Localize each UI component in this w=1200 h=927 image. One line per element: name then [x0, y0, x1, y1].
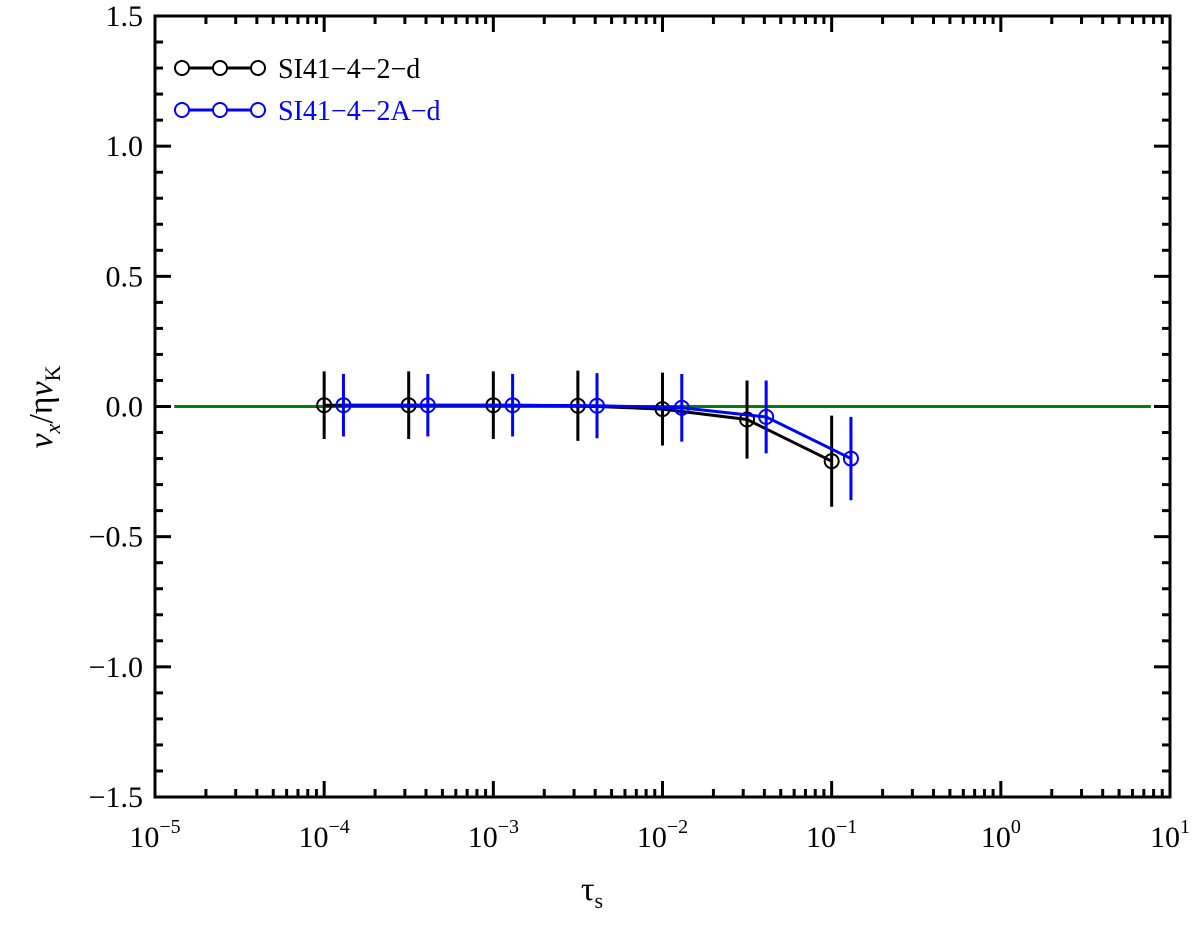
- x-tick-base: 10: [129, 821, 159, 854]
- legend-marker: [174, 102, 190, 118]
- x-tick-label: 10−5: [129, 816, 180, 854]
- legend-marker: [212, 102, 228, 118]
- x-tick-base: 10: [299, 821, 329, 854]
- x-tick-exponent: −3: [498, 816, 519, 838]
- x-tick-exponent: 0: [1011, 816, 1021, 838]
- x-tick-exponent: −5: [159, 816, 180, 838]
- x-tick-exponent: −1: [836, 816, 857, 838]
- x-tick-base: 10: [637, 821, 667, 854]
- x-tick-base: 10: [981, 821, 1011, 854]
- x-tick-base: 10: [1150, 821, 1180, 854]
- y-tick-label: 1.0: [106, 130, 144, 163]
- y-tick-label: 0.5: [106, 260, 144, 293]
- marker: [842, 450, 859, 467]
- x-tick-exponent: −4: [329, 816, 350, 838]
- x-tick-label: 10−1: [806, 816, 857, 854]
- legend-label: SI41−4−2−d: [278, 54, 420, 85]
- x-axis-label: τs: [581, 871, 603, 913]
- marker: [654, 401, 671, 418]
- y-tick-label: −1.0: [89, 651, 143, 684]
- legend-marker: [250, 102, 266, 118]
- x-label-sub: s: [595, 888, 604, 913]
- marker: [758, 408, 775, 425]
- x-tick-label: 10−3: [468, 816, 519, 854]
- series-line: [343, 403, 852, 460]
- y-tick-label: −1.5: [89, 781, 143, 814]
- marker: [335, 397, 352, 414]
- y-tick-label: −0.5: [89, 521, 143, 554]
- marker: [673, 399, 690, 416]
- y-label-part: x: [40, 423, 65, 434]
- y-label-part: K: [40, 365, 65, 381]
- marker: [419, 397, 436, 414]
- x-tick-label: 10−2: [637, 816, 688, 854]
- y-label-part: v: [23, 380, 60, 396]
- legend-marker: [212, 60, 228, 76]
- marker: [823, 453, 840, 470]
- marker: [588, 397, 605, 414]
- x-tick-exponent: 1: [1180, 816, 1190, 838]
- marker: [504, 397, 521, 414]
- x-tick-exponent: −2: [667, 816, 688, 838]
- y-label-part: /η: [23, 396, 60, 423]
- y-tick-label: 0.0: [106, 391, 144, 424]
- x-tick-label: 10−4: [299, 816, 350, 854]
- y-axis-label: vx/ηvK: [23, 365, 65, 448]
- legend-marker: [250, 60, 266, 76]
- y-label-part: v: [23, 433, 60, 449]
- marker: [739, 411, 756, 428]
- y-tick-label: 1.5: [106, 0, 144, 33]
- legend-marker: [174, 60, 190, 76]
- x-tick-base: 10: [468, 821, 498, 854]
- x-label-main: τ: [581, 871, 595, 908]
- x-tick-base: 10: [806, 821, 836, 854]
- x-tick-label: 100: [981, 816, 1021, 854]
- x-tick-label: 101: [1150, 816, 1190, 854]
- marker: [316, 397, 333, 414]
- legend-label: SI41−4−2A−d: [278, 96, 441, 127]
